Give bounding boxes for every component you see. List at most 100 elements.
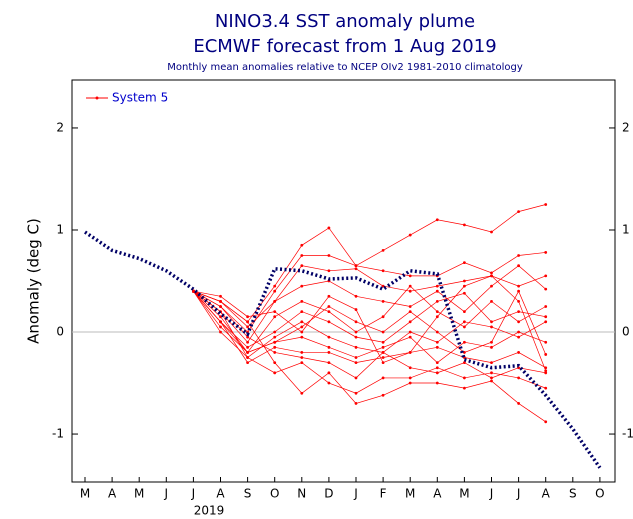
ensemble-point [435, 381, 439, 385]
chart-note: Monthly mean anomalies relative to NCEP … [167, 62, 523, 73]
y-tick-label: 2 [56, 120, 64, 134]
ensemble-point [246, 351, 250, 354]
ensemble-line [193, 290, 546, 379]
ensemble-point [463, 320, 466, 324]
y-axis-label: Anomaly (deg C) [25, 218, 43, 344]
y-tick-label-right: -1 [622, 427, 633, 441]
ensemble-point [354, 267, 358, 271]
ensemble-point [435, 340, 439, 344]
ensemble-point [435, 345, 439, 349]
x-tick-label: M [405, 487, 415, 501]
ensemble-line [193, 275, 547, 371]
x-tick-label: A [542, 487, 551, 501]
ensemble-point [544, 203, 548, 206]
ensemble-point [327, 310, 331, 314]
ensemble-point [327, 294, 331, 298]
ensemble-point [327, 269, 331, 273]
ensemble-point [490, 361, 493, 365]
ensemble-point [544, 251, 548, 254]
x-tick-label: M [80, 487, 90, 501]
ensemble-point [327, 371, 331, 375]
x-tick-label: J [489, 487, 494, 501]
ensemble-point [517, 210, 520, 214]
ensemble-point [300, 264, 304, 268]
observed-line [84, 230, 602, 469]
ensemble-point [327, 345, 331, 349]
ensemble-point [408, 289, 412, 293]
year-label: 2019 [194, 504, 225, 518]
ensemble-point [327, 320, 331, 324]
y-tick-label: 1 [56, 222, 64, 236]
ensemble-point [463, 361, 466, 365]
ensemble-point [544, 386, 548, 390]
ensemble-point [300, 335, 304, 339]
ensemble-point [517, 402, 520, 405]
ensemble-line [193, 290, 546, 348]
ensemble-point [300, 330, 304, 334]
x-tick-label: J [353, 487, 358, 501]
ensemble-point [381, 248, 385, 252]
legend-label: System 5 [112, 91, 168, 105]
ensemble-point [219, 320, 222, 324]
ensemble-point [463, 376, 466, 380]
ensemble-point [435, 289, 439, 293]
ensemble-point [300, 325, 304, 329]
ensemble-point [463, 223, 466, 227]
ensemble-point [273, 351, 277, 354]
ensemble-point [246, 361, 250, 365]
ensemble-line [193, 265, 546, 328]
ensemble-point [435, 315, 439, 319]
ensemble-point [435, 361, 439, 365]
ensemble-point [544, 274, 548, 278]
ensemble-point [517, 310, 520, 314]
ensemble-point [273, 289, 277, 293]
ensemble-point [463, 284, 466, 288]
ensemble-point [300, 320, 304, 324]
ensemble-point [300, 351, 304, 354]
ensemble-point [517, 300, 520, 303]
ensemble-point [273, 330, 277, 334]
x-tick-label: J [164, 487, 169, 501]
ensemble-point [544, 353, 548, 356]
ensemble-point [517, 264, 520, 268]
ensemble-point [327, 361, 331, 365]
ensemble-point [490, 300, 493, 303]
ensemble-point [544, 305, 548, 308]
x-tick-label: N [297, 487, 306, 501]
ensemble-point [354, 320, 358, 324]
ensemble-point [463, 261, 466, 265]
ensemble-point [517, 284, 520, 288]
ensemble-point [408, 274, 412, 278]
ensemble-point [490, 340, 493, 344]
y-tick-label: -1 [52, 427, 64, 441]
ensemble-point [490, 320, 493, 324]
x-tick-label: M [459, 487, 469, 501]
plot-frame [71, 79, 616, 483]
ensemble-point [490, 230, 493, 234]
ensemble-point [381, 376, 385, 380]
ensemble-line [193, 290, 547, 355]
x-tick-label: O [270, 487, 279, 501]
ensemble-point [435, 371, 439, 375]
ensemble-point [246, 340, 250, 344]
ensemble-point [354, 376, 358, 380]
x-tick-label: D [324, 487, 333, 501]
ensemble-point [408, 330, 412, 334]
ensemble-point [327, 226, 331, 230]
ensemble-point [517, 254, 520, 257]
x-tick-label: J [516, 487, 521, 501]
x-tick-label: M [134, 487, 144, 501]
x-tick-label: O [595, 487, 604, 501]
ensemble-point [490, 345, 493, 349]
ensemble-point [300, 243, 304, 247]
ensemble-point [544, 369, 548, 373]
ensemble-point [435, 330, 439, 334]
ensemble-line [193, 204, 546, 323]
ensemble-point [381, 393, 385, 397]
ensemble-point [517, 335, 520, 339]
ensemble-point [490, 379, 493, 383]
ensemble-point [408, 233, 412, 237]
ensemble-point [517, 376, 520, 380]
ensemble-line [193, 291, 546, 394]
